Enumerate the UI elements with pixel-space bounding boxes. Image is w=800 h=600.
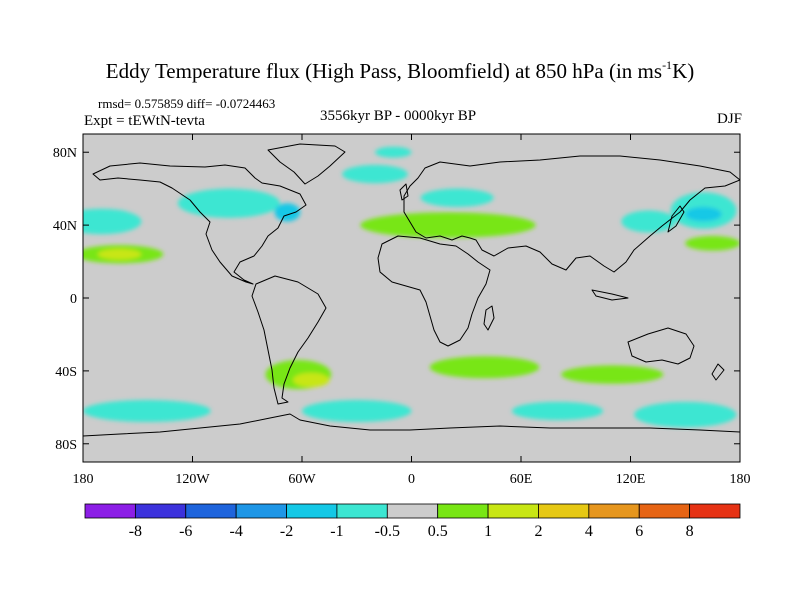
coast-antarctica <box>83 413 740 437</box>
title-main: Eddy Temperature flux (High Pass, Bloomf… <box>105 59 663 83</box>
y-tick-label-4: 80S <box>55 438 77 453</box>
colorbar-label-8: 2 <box>534 523 542 540</box>
colorbar-box-8 <box>487 503 539 519</box>
coastlines <box>83 143 740 437</box>
colorbar-label-9: 4 <box>585 523 593 540</box>
coast-north-america <box>92 162 307 285</box>
title-unit-superscript: -1 <box>662 58 673 72</box>
title-unit-tail: K) <box>672 59 695 83</box>
colorbar-box-4 <box>286 503 338 519</box>
coast-japan <box>667 205 685 233</box>
coast-uk <box>399 183 409 201</box>
flux-region-11 <box>685 206 722 222</box>
flux-region-7 <box>360 212 536 238</box>
coast-greenland <box>267 143 346 185</box>
flux-region-19 <box>511 401 604 421</box>
y-tick-label-2: 0 <box>70 292 77 307</box>
x-tick-label-4: 60E <box>510 472 533 487</box>
colorbar-box-1 <box>134 503 187 519</box>
flux-region-16 <box>561 365 664 384</box>
coast-madagascar <box>483 305 495 331</box>
coast-south-america <box>251 275 327 405</box>
colorbar: -8 -6 -4 -2 -1 -0.5 0.5 1 2 4 6 8 <box>84 503 741 540</box>
flux-region-2 <box>97 248 142 260</box>
y-tick-label-0: 80N <box>53 146 77 161</box>
flux-contour-fills <box>83 146 740 428</box>
colorbar-label-11: 8 <box>686 523 694 540</box>
flux-region-4 <box>274 203 301 222</box>
chart-title: Eddy Temperature flux (High Pass, Bloomf… <box>0 58 800 84</box>
flux-region-17 <box>83 400 211 422</box>
colorbar-label-10: 6 <box>635 523 643 540</box>
map-axes: 180 120W 60W 0 60E 120E 180 80N 40N 0 40S 80S <box>53 134 751 487</box>
flux-region-12 <box>685 236 740 251</box>
x-tick-label-2: 60W <box>288 472 316 487</box>
colorbar-label-3: -2 <box>280 523 293 540</box>
colorbar-box-6 <box>386 503 439 519</box>
flux-region-8 <box>420 188 494 207</box>
colorbar-box-2 <box>185 503 237 519</box>
flux-region-20 <box>634 401 737 428</box>
flux-region-9 <box>621 210 677 233</box>
colorbar-label-6: 0.5 <box>428 523 448 540</box>
colorbar-label-0: -8 <box>129 523 142 540</box>
colorbar-box-11 <box>638 503 691 519</box>
colorbar-box-3 <box>235 503 287 519</box>
x-tick-label-5: 120E <box>616 472 646 487</box>
colorbar-label-1: -6 <box>179 523 192 540</box>
colorbar-box-0 <box>84 503 136 519</box>
colorbar-box-7 <box>437 503 489 519</box>
colorbar-box-10 <box>588 503 640 519</box>
colorbar-box-5 <box>336 503 388 519</box>
flux-region-14 <box>292 372 330 388</box>
colorbar-box-9 <box>538 503 590 519</box>
stats-line: rmsd= 0.575859 diff= -0.0724463 <box>98 96 276 111</box>
coast-eurasia <box>403 155 740 273</box>
coast-australia <box>627 327 695 365</box>
flux-region-0 <box>83 208 142 235</box>
x-tick-label-1: 120W <box>175 472 210 487</box>
colorbar-label-2: -4 <box>229 523 242 540</box>
coast-indonesia <box>591 289 629 301</box>
experiment-label: Expt = tEWtN-tevta <box>84 113 205 129</box>
flux-region-3 <box>177 188 281 218</box>
flux-region-5 <box>342 164 408 184</box>
colorbar-label-5: -0.5 <box>375 523 400 540</box>
coast-africa <box>377 235 491 347</box>
y-tick-label-3: 40S <box>55 365 77 380</box>
season-label: DJF <box>716 111 742 127</box>
period-label: 3556kyr BP - 0000kyr BP <box>320 108 477 124</box>
x-tick-label-3: 0 <box>408 472 415 487</box>
colorbar-label-4: -1 <box>330 523 343 540</box>
y-tick-label-1: 40N <box>53 219 77 234</box>
x-tick-label-0: 180 <box>73 472 94 487</box>
colorbar-label-7: 1 <box>484 523 492 540</box>
colorbar-box-12 <box>689 503 741 519</box>
flux-region-6 <box>375 146 412 158</box>
coast-new-zealand <box>711 363 725 381</box>
flux-region-15 <box>429 356 540 379</box>
flux-region-18 <box>302 400 412 422</box>
x-tick-label-6: 180 <box>730 472 751 487</box>
